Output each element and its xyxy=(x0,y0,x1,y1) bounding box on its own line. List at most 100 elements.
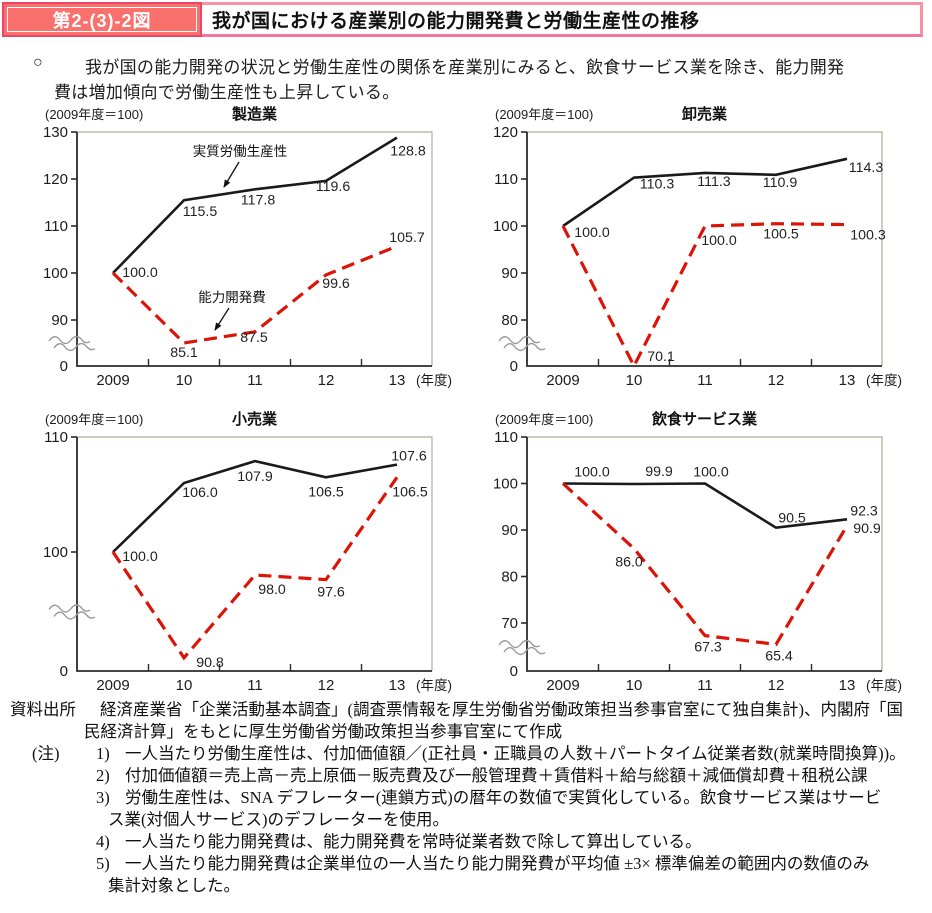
note-number: 5) xyxy=(96,854,110,873)
plot-border xyxy=(527,436,883,671)
x-tick-label: 13 xyxy=(839,372,856,389)
plot-border xyxy=(77,131,433,366)
y-tick-label: 120 xyxy=(493,124,518,141)
x-tick-label: 11 xyxy=(697,372,713,389)
series-polyline xyxy=(562,482,848,530)
chart-unit-label: (2009年度＝100) xyxy=(45,412,143,427)
x-tick-label: 2009 xyxy=(96,372,129,389)
series-polyline xyxy=(111,476,399,661)
axis-break-squiggle xyxy=(53,611,96,620)
chart-title: 小売業 xyxy=(232,410,278,428)
data-label: 67.3 xyxy=(694,640,722,656)
annotation-arrow xyxy=(223,161,240,188)
note-label: (注) xyxy=(32,744,60,763)
x-tick-label: 11 xyxy=(247,372,263,389)
intro-bullet: ○ xyxy=(33,54,43,71)
x-tick-label: 10 xyxy=(176,372,193,389)
note-continuation: 集計対象とした。 xyxy=(108,876,240,895)
data-label: 85.1 xyxy=(170,345,198,361)
data-label: 106.5 xyxy=(308,484,344,500)
data-label: 100.0 xyxy=(122,549,158,565)
data-label: 92.3 xyxy=(850,503,878,519)
x-tick-label: 13 xyxy=(389,677,406,694)
x-tick-label: 2009 xyxy=(546,372,579,389)
x-tick-label: 10 xyxy=(626,677,643,694)
chart-wholesale: 120 110 100 90 80 0 2009 10 11 12 13 (年度) 卸売業 (2009年度… xyxy=(493,105,902,389)
data-label: 100.5 xyxy=(763,227,799,243)
data-label: 70.1 xyxy=(647,349,675,365)
note-text: 一人当たり労働生産性は、付加価値額／(正社員・正職員の人数＋パートタイム従業者数… xyxy=(125,744,906,763)
intro-line1: 我が国の能力開発の状況と労働生産性の関係を産業別にみると、飲食サービス業を除き、… xyxy=(85,58,845,77)
y-base-label: 0 xyxy=(510,663,518,680)
data-label: 117.8 xyxy=(241,192,276,208)
figure-title: 我が国における産業別の能力開発費と労働生産性の推移 xyxy=(212,11,700,32)
axes xyxy=(526,437,882,672)
series-polyline xyxy=(111,244,398,345)
data-label: 100.0 xyxy=(574,465,610,481)
x-axis-suffix: (年度) xyxy=(866,373,902,388)
y-tick-label: 110 xyxy=(44,429,68,446)
data-label: 100.3 xyxy=(850,228,886,244)
source-row: 資料出所 経済産業省「企業活動基本調査」(調査票情報を厚生労働省労働政策担当参事… xyxy=(10,699,925,721)
data-label: 110.3 xyxy=(640,177,675,193)
data-label: 111.3 xyxy=(697,174,731,190)
x-axis-suffix: (年度) xyxy=(866,678,902,693)
x-tick-label: 12 xyxy=(318,372,335,389)
data-label: 107.6 xyxy=(391,449,427,465)
data-label: 86.0 xyxy=(615,555,643,571)
note-label xyxy=(10,831,96,853)
y-tick-label: 80 xyxy=(501,312,518,329)
x-tick-label: 10 xyxy=(176,677,193,694)
productivity-line: 100.0 110.3 111.3 110.9 114.3 xyxy=(562,157,883,241)
data-label: 87.5 xyxy=(240,330,268,346)
note-row: 3) 労働生産性は、SNA デフレーター(連鎖方式)の暦年の数値で実質化している。… xyxy=(10,787,925,809)
y-tick-label: 110 xyxy=(494,429,518,446)
axis-break-squiggle xyxy=(498,639,541,649)
y-base-label: 0 xyxy=(60,663,68,680)
series-polyline xyxy=(561,482,849,647)
plot-border xyxy=(77,436,433,671)
data-label: 65.4 xyxy=(765,648,793,664)
training-cost-line: 85.1 87.5 99.6 105.7 xyxy=(111,230,425,361)
note-label xyxy=(10,787,96,809)
x-tick-label: 2009 xyxy=(546,677,579,694)
note-continuation: ス業(対個人サービス)のデフレーターを使用。 xyxy=(108,810,449,829)
data-label: 90.9 xyxy=(853,521,881,537)
note-text: 労働生産性は、SNA デフレーター(連鎖方式)の暦年の数値で実質化している。飲食… xyxy=(125,788,882,807)
productivity-line: 100.0 99.9 100.0 90.5 92.3 xyxy=(562,464,878,530)
axis-break-squiggle xyxy=(498,335,541,345)
y-tick-label: 100 xyxy=(493,476,518,493)
y-tick-label: 90 xyxy=(501,265,518,282)
y-tick-label: 100 xyxy=(43,544,68,561)
training-cost-line: 70.1 100.0 100.5 100.3 xyxy=(561,222,886,370)
axis-break-squiggle xyxy=(48,604,91,613)
data-label: 99.9 xyxy=(645,464,673,480)
x-tick-label: 12 xyxy=(768,677,785,694)
y-tick-label: 130 xyxy=(43,124,68,141)
productivity-line: 100.0 106.0 107.9 106.5 107.6 xyxy=(112,449,427,565)
training-cost-line: 90.8 98.0 97.6 106.5 xyxy=(111,476,428,671)
axes xyxy=(76,132,432,367)
axis-break-squiggle xyxy=(503,342,546,352)
notes-list: (注) 1) 一人当たり労働生産性は、付加価値額／(正社員・正職員の人数＋パートタイ… xyxy=(10,743,925,897)
y-tick-label: 70 xyxy=(501,615,518,632)
y-tick-label: 110 xyxy=(44,218,68,235)
y-tick-label: 90 xyxy=(51,312,68,329)
y-tick-label: 90 xyxy=(501,522,518,539)
chart-manufacturing: 130 120 110 100 90 0 2009 10 11 12 13 (年度) 製造業 (2009年… xyxy=(43,105,452,389)
data-label: 107.9 xyxy=(237,469,273,485)
note-row: 5) 一人当たり能力開発費は企業単位の一人当たり能力開発費が平均値 ±3× 標準偏… xyxy=(10,853,925,875)
data-label: 90.5 xyxy=(778,511,806,527)
note-row: 2) 付加価値額＝売上高－売上原価－販売費及び一般管理費＋賃借料＋給与総額＋減価償… xyxy=(10,765,925,787)
intro-line2: 費は増加傾向で労働生産性も上昇している。 xyxy=(54,83,400,102)
chart-title: 飲食サービス業 xyxy=(651,410,758,428)
y-tick-label: 100 xyxy=(43,265,68,282)
source-text-line2: 民経済計算」をもとに厚生労働省労働政策担当参事官室にて作成 xyxy=(84,722,563,741)
data-label: 106.5 xyxy=(392,484,428,500)
x-tick-label: 12 xyxy=(318,677,335,694)
y-base-label: 0 xyxy=(60,358,68,375)
figure-label: 第2-(3)-2図 xyxy=(2,2,202,37)
y-tick-label: 120 xyxy=(43,171,68,188)
axes xyxy=(526,132,882,367)
